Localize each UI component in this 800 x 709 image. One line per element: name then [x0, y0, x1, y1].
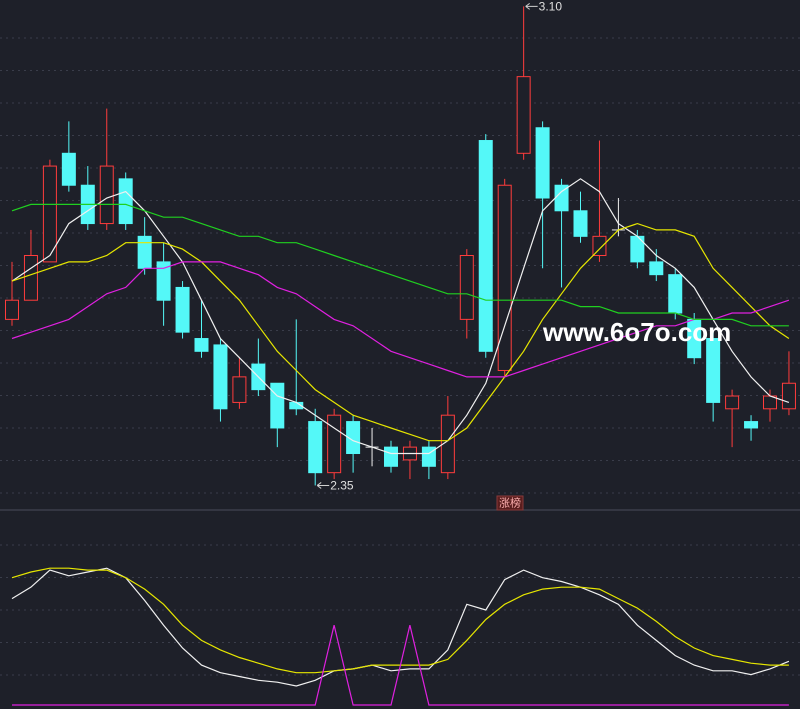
candle-body — [781, 382, 796, 410]
candle-body — [592, 235, 607, 256]
candle-body — [137, 235, 152, 269]
annotation-label: 2.35 — [330, 479, 354, 493]
candle-body — [649, 261, 664, 276]
candle-body — [725, 395, 740, 410]
line-series — [11, 222, 790, 442]
annotation-label: 3.10 — [539, 0, 563, 14]
line-series — [12, 625, 789, 706]
annotation-arrow — [316, 482, 330, 489]
candle-body — [232, 376, 247, 403]
tag-box — [496, 495, 524, 511]
candle-body — [23, 255, 38, 301]
candle-body — [99, 165, 114, 225]
candle-body — [118, 178, 133, 225]
line-series — [11, 203, 789, 327]
candle-body — [706, 338, 721, 403]
tag-label: 涨榜 — [499, 495, 521, 509]
candle-body — [516, 76, 531, 154]
candle-body — [459, 255, 474, 320]
grid — [0, 37, 800, 676]
line-series — [11, 261, 790, 378]
line-series — [11, 567, 790, 687]
candle-body — [384, 446, 398, 467]
candle-body — [327, 414, 342, 474]
candle-body — [156, 261, 171, 301]
candle-body — [308, 421, 323, 474]
candle-body — [440, 414, 455, 474]
candle-body — [42, 165, 57, 263]
candle-body — [61, 152, 76, 186]
candle-body — [213, 344, 228, 410]
candle-body — [668, 274, 683, 314]
plot: 3.10 2.35 涨榜 www.6o7o.com — [5, 0, 796, 706]
line-series — [11, 178, 790, 455]
candle-body — [5, 299, 19, 320]
candle-body — [497, 184, 512, 371]
candle-body — [346, 421, 361, 455]
candle-body — [175, 286, 190, 333]
candle-body — [535, 127, 550, 199]
candle-body — [478, 140, 493, 352]
candle-body — [194, 338, 209, 352]
watermark: www.6o7o.com — [542, 317, 731, 347]
annotation-arrow — [525, 2, 538, 10]
candle-body — [744, 421, 759, 429]
candle-body — [270, 382, 285, 429]
candle-body — [573, 210, 588, 237]
